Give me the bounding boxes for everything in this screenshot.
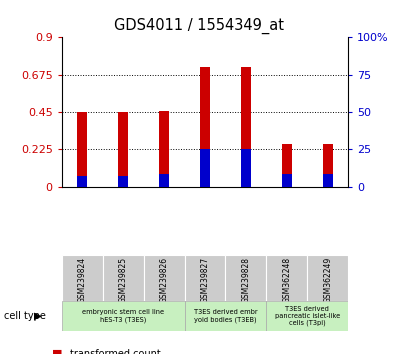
Bar bbox=[282, 175, 292, 187]
Bar bbox=[225, 255, 266, 301]
Bar bbox=[144, 255, 185, 301]
Text: embryonic stem cell line
hES-T3 (T3ES): embryonic stem cell line hES-T3 (T3ES) bbox=[82, 309, 164, 323]
Text: ▶: ▶ bbox=[34, 311, 42, 321]
Bar bbox=[103, 255, 144, 301]
Text: GSM239828: GSM239828 bbox=[242, 257, 250, 303]
Text: ■: ■ bbox=[52, 349, 62, 354]
Text: GSM239825: GSM239825 bbox=[119, 257, 128, 303]
Text: GSM362248: GSM362248 bbox=[282, 257, 291, 303]
Bar bbox=[241, 67, 251, 187]
Bar bbox=[77, 176, 87, 187]
Bar bbox=[282, 144, 292, 187]
Text: transformed count: transformed count bbox=[70, 349, 160, 354]
Text: GDS4011 / 1554349_at: GDS4011 / 1554349_at bbox=[114, 18, 284, 34]
Text: GSM239826: GSM239826 bbox=[160, 257, 168, 303]
Bar bbox=[307, 255, 348, 301]
Text: GSM362249: GSM362249 bbox=[323, 257, 332, 303]
Bar bbox=[200, 149, 210, 187]
Bar bbox=[62, 301, 185, 331]
Bar bbox=[62, 255, 103, 301]
Bar bbox=[77, 112, 87, 187]
Bar bbox=[159, 175, 169, 187]
Bar bbox=[323, 175, 333, 187]
Bar bbox=[323, 144, 333, 187]
Bar bbox=[185, 255, 225, 301]
Text: cell type: cell type bbox=[4, 311, 46, 321]
Bar bbox=[118, 112, 128, 187]
Text: T3ES derived
pancreatic islet-like
cells (T3pi): T3ES derived pancreatic islet-like cells… bbox=[275, 306, 340, 326]
Text: T3ES derived embr
yoid bodies (T3EB): T3ES derived embr yoid bodies (T3EB) bbox=[193, 309, 257, 323]
Bar bbox=[200, 67, 210, 187]
Bar bbox=[118, 176, 128, 187]
Bar bbox=[159, 111, 169, 187]
Bar bbox=[266, 255, 307, 301]
Text: GSM239827: GSM239827 bbox=[201, 257, 209, 303]
Bar bbox=[266, 301, 348, 331]
Bar bbox=[185, 301, 266, 331]
Bar bbox=[241, 149, 251, 187]
Text: GSM239824: GSM239824 bbox=[78, 257, 87, 303]
